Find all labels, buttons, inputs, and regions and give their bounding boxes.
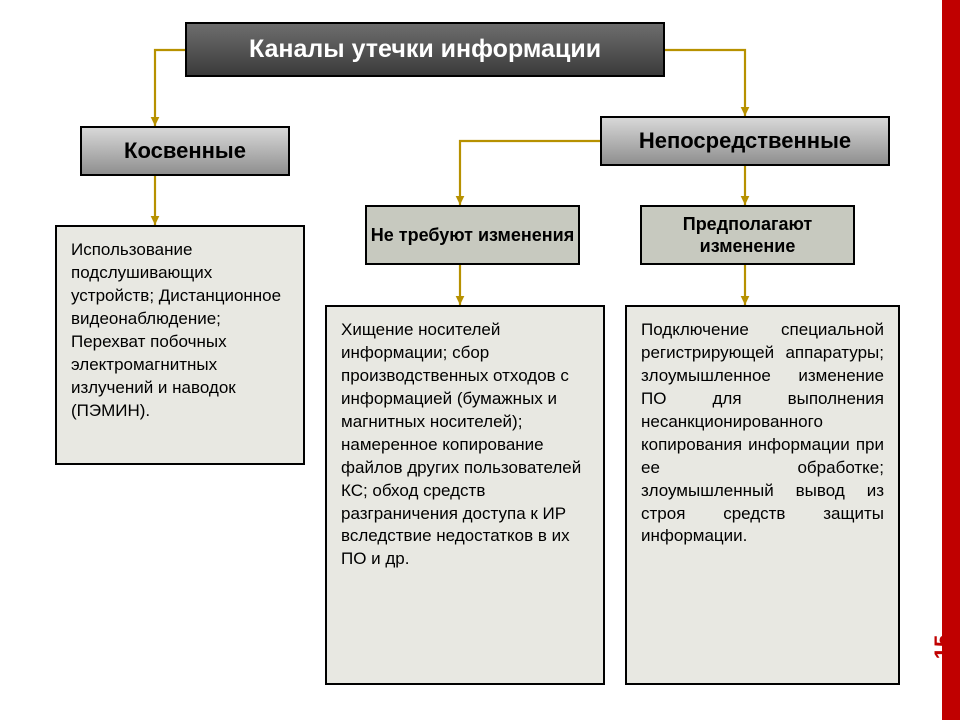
description-indirect-text: Использование подслушивающих устройств; … [71,240,281,420]
category-direct: Непосредственные [600,116,890,166]
title-text: Каналы утечки информации [249,35,601,64]
category-indirect-label: Косвенные [124,138,246,164]
description-indirect: Использование подслушивающих устройств; … [55,225,305,465]
subcategory-no-change: Не требуют изменения [365,205,580,265]
category-direct-label: Непосредственные [639,128,851,154]
subcategory-no-change-label: Не требуют изменения [371,224,574,247]
subcategory-change-label: Предполагают изменение [642,213,853,258]
accent-bar [942,0,960,720]
description-no-change: Хищение носителей информации; сбор произ… [325,305,605,685]
description-change-text: Подключение специальной регистрирующей а… [641,320,884,545]
page-number: 15 [930,635,956,659]
description-no-change-text: Хищение носителей информации; сбор произ… [341,320,581,568]
description-change: Подключение специальной регистрирующей а… [625,305,900,685]
subcategory-change: Предполагают изменение [640,205,855,265]
title-box: Каналы утечки информации [185,22,665,77]
category-indirect: Косвенные [80,126,290,176]
